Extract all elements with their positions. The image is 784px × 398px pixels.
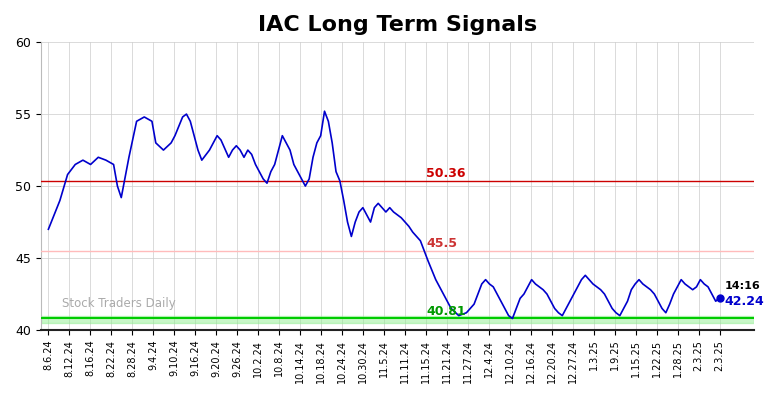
Text: 50.36: 50.36 [426, 167, 466, 180]
Title: IAC Long Term Signals: IAC Long Term Signals [258, 15, 537, 35]
Text: Stock Traders Daily: Stock Traders Daily [62, 297, 176, 310]
Text: 14:16: 14:16 [725, 281, 760, 291]
Text: 45.5: 45.5 [426, 237, 457, 250]
Text: 42.24: 42.24 [725, 295, 764, 308]
Bar [41, 316, 754, 323]
Text: 40.81: 40.81 [426, 305, 466, 318]
